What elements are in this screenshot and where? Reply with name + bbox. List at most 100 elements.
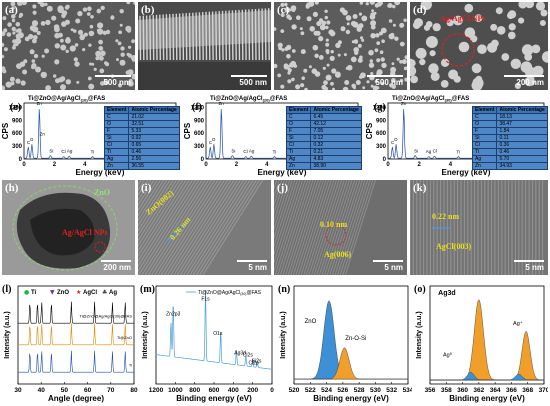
eds-peak-label: Si xyxy=(414,148,418,153)
xtick-label: 60 xyxy=(84,387,92,394)
eds-ylabel: CPS xyxy=(184,122,192,139)
annotation-zno-h: ZnO xyxy=(94,188,111,197)
eds-ytick: 0 xyxy=(19,157,23,163)
xtick-label: 526 xyxy=(337,387,348,394)
ag3d-label-ag0: Ag⁰ xyxy=(443,352,453,359)
panel-label-a: (a) xyxy=(5,4,18,16)
xlabel: Binding energy (eV) xyxy=(313,394,389,403)
panel-label-k: (k) xyxy=(413,182,427,194)
plot-svg: 356 358 360 362 364 366 368 370 Binding energy (… xyxy=(414,284,548,403)
sem-texture-c xyxy=(274,2,407,90)
eds-peak-label: Ti xyxy=(91,150,95,155)
xps-survey-panel-m: 1200 1000 800 600 400 200 0 Binding energy (eV)… xyxy=(140,280,276,404)
eds-peak-label: Zn xyxy=(37,101,43,106)
eds-xlabel: Energy (keV) xyxy=(76,168,125,177)
annotation-agcl003: AgCl(003) xyxy=(436,242,472,251)
hrtem-image-j xyxy=(274,180,407,275)
xrd-curve xyxy=(18,323,134,346)
o1s-label-znosi: Zn-O-Si xyxy=(345,336,366,342)
xrd-legend-symbol: ▼ xyxy=(50,289,55,296)
scale-bar-k: 5 nm xyxy=(514,260,544,272)
sem-texture-a xyxy=(2,2,135,90)
tem-panel-k: (k) 0.22 nm AgCl(003) 5 nm xyxy=(410,180,548,275)
xtick-label: 534 xyxy=(403,387,412,394)
eds-ytick: 900 xyxy=(194,118,205,124)
eds-atomic-table: Element Atomic Percentage C 21.02 O 32.51 F 5.3… xyxy=(103,106,180,170)
xtick-label: 70 xyxy=(107,387,115,394)
xps-peak-label: Ag3d xyxy=(234,351,246,357)
eds-peak-label: Si xyxy=(231,148,235,153)
eds-peak-label: C xyxy=(27,140,31,145)
xtick-label: 366 xyxy=(506,387,517,394)
xlabel: Angle (degree) xyxy=(48,394,104,403)
ylabel: Intensity (a.u.) xyxy=(142,311,149,358)
xrd-curve xyxy=(18,350,134,373)
panel-label-c: (c) xyxy=(277,4,290,16)
xlabel: Binding energy (eV) xyxy=(449,394,525,403)
sem-cross-section-b xyxy=(138,2,271,90)
panel-label-h: (h) xyxy=(5,182,19,194)
xtick-label: 370 xyxy=(539,387,548,394)
xtick-label: 360 xyxy=(457,387,468,394)
annotation-022nm: 0.22 nm xyxy=(432,212,460,221)
xtick-label: 80 xyxy=(130,387,138,394)
plot-svg: 520 522 524 526 528 530 532 534 Binding energy (… xyxy=(278,284,412,403)
ag3d-ag0-peak-2 xyxy=(429,373,545,381)
tem-panel-i: (i) ZnO(002) 0.26 nm 5 nm xyxy=(138,180,271,275)
xps-ag3d-panel-o: 356 358 360 362 364 366 368 370 Binding energy (… xyxy=(414,280,548,404)
eds-peak-label: Zn xyxy=(40,132,46,137)
o1s-znosi-peak xyxy=(294,347,408,380)
ylabel: Intensity (a.u.) xyxy=(416,311,423,358)
xps-peak-label: Cl2s xyxy=(243,353,254,359)
eds-ylabel: CPS xyxy=(2,122,10,139)
xtick-label: 532 xyxy=(386,387,397,394)
xtick-label: 30 xyxy=(14,387,22,394)
eds-xtick: 4 xyxy=(449,162,453,168)
annotation-agagcl-nps: Ag/AgCl NPs xyxy=(440,14,486,23)
panel-label-j: (j) xyxy=(277,182,288,194)
eds-atomic-table: Element Atomic Percentage C 6.45 O 42.12 F 7.05… xyxy=(285,106,362,170)
xrd-legend-name: Ti xyxy=(31,290,37,296)
xrd-legend-symbol: ★ xyxy=(76,289,81,296)
sem-panel-c: (c) 500 nm xyxy=(274,2,407,90)
xtick-label: 530 xyxy=(370,387,381,394)
xtick-label: 800 xyxy=(189,387,200,394)
ag3d-title: Ag3d xyxy=(438,290,456,297)
tem-panel-h: (h) ZnO Ag/AgCl NPs 200 nm xyxy=(2,180,135,275)
xtick-label: 356 xyxy=(425,387,436,394)
eds-panel-label: (f) xyxy=(192,102,202,113)
eds-title: Ti@ZnO@Ag/AgCl(30)@FAS xyxy=(392,96,469,103)
scale-bar-b: 500 nm xyxy=(231,75,267,87)
xps-peak-label: Cl2p xyxy=(248,360,259,366)
xrd-legend-name: AgCl xyxy=(83,290,97,296)
eds-ytick: 0 xyxy=(383,157,387,163)
eds-peak-label: C xyxy=(391,140,395,145)
ylabel: Intensity (a.u.) xyxy=(4,311,11,358)
eds-panel-g: 030060090012000246810Energy (keV)CPSOCZn… xyxy=(366,93,548,177)
xtick-label: 368 xyxy=(522,387,533,394)
panel-label: (o) xyxy=(414,284,426,295)
eds-ytick: 0 xyxy=(201,157,205,163)
sem-panel-b: (b) 500 nm xyxy=(138,2,271,90)
eds-ytick: 300 xyxy=(12,144,23,150)
eds-ytick: 900 xyxy=(376,118,387,124)
eds-title: Ti@ZnO@Ag/AgCl(10)@FAS xyxy=(28,96,105,103)
eds-ytick: 600 xyxy=(194,131,205,137)
eds-ylabel: CPS xyxy=(366,122,374,139)
panel-label: (n) xyxy=(278,284,290,295)
eds-ytick: 300 xyxy=(194,144,205,150)
panel-label: (l) xyxy=(2,284,11,295)
eds-xtick: 2 xyxy=(235,162,239,168)
eds-ytick: 600 xyxy=(12,131,23,137)
scale-bar-h: 200 nm xyxy=(101,260,131,272)
scale-bar-d: 200 nm xyxy=(504,75,544,87)
panel-label-d: (d) xyxy=(413,4,427,16)
scale-bar-c: 500 nm xyxy=(367,75,403,87)
xtick-label: 358 xyxy=(441,387,452,394)
xps-survey-curve xyxy=(156,290,272,370)
eds-xtick: 4 xyxy=(83,162,87,168)
xps-peak-label: Zn2p3 xyxy=(166,311,180,317)
eds-xtick: 0 xyxy=(386,162,390,168)
xrd-curve xyxy=(18,301,134,324)
eds-ytick: 1200 xyxy=(191,105,205,111)
